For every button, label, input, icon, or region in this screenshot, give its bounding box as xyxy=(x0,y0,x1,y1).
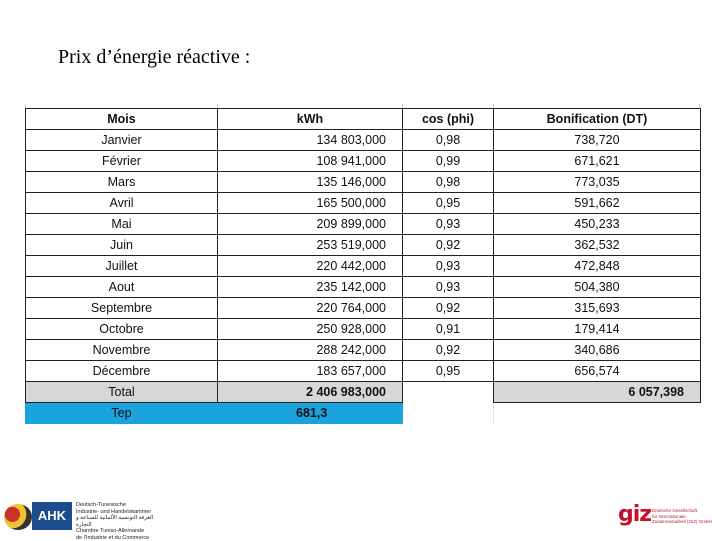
table-row: Juillet 220 442,000 0,93 472,848 xyxy=(26,256,701,277)
cell-kwh: 220 764,000 xyxy=(218,298,403,319)
cell-kwh: 220 442,000 xyxy=(218,256,403,277)
page-title: Prix d’énergie réactive : xyxy=(58,46,250,69)
cell-mois: Février xyxy=(26,151,218,172)
cell-cos: 0,91 xyxy=(403,319,494,340)
cell-kwh: 183 657,000 xyxy=(218,361,403,382)
cell-kwh: 209 899,000 xyxy=(218,214,403,235)
cell-kwh: 250 928,000 xyxy=(218,319,403,340)
cell-bonification: 671,621 xyxy=(494,151,701,172)
tep-row: Tep 681,3 xyxy=(26,403,701,424)
cell-kwh: 253 519,000 xyxy=(218,235,403,256)
header-kwh: kWh xyxy=(218,109,403,130)
total-empty-cell xyxy=(403,382,494,403)
cell-bonification: 315,693 xyxy=(494,298,701,319)
cell-bonification: 472,848 xyxy=(494,256,701,277)
cell-bonification: 656,574 xyxy=(494,361,701,382)
tep-value: 681,3 xyxy=(218,403,403,424)
tep-empty-cell xyxy=(494,403,701,424)
table-row: Décembre 183 657,000 0,95 656,574 xyxy=(26,361,701,382)
cell-bonification: 362,532 xyxy=(494,235,701,256)
cell-bonification: 773,035 xyxy=(494,172,701,193)
table-row: Septembre 220 764,000 0,92 315,693 xyxy=(26,298,701,319)
cell-kwh: 134 803,000 xyxy=(218,130,403,151)
cell-mois: Aout xyxy=(26,277,218,298)
cell-kwh: 288 242,000 xyxy=(218,340,403,361)
cell-mois: Juin xyxy=(26,235,218,256)
cell-cos: 0,95 xyxy=(403,361,494,382)
table-row: Juin 253 519,000 0,92 362,532 xyxy=(26,235,701,256)
table-row: Aout 235 142,000 0,93 504,380 xyxy=(26,277,701,298)
table-row: Novembre 288 242,000 0,92 340,686 xyxy=(26,340,701,361)
cell-bonification: 504,380 xyxy=(494,277,701,298)
header-bonification: Bonification (DT) xyxy=(494,109,701,130)
cell-cos: 0,93 xyxy=(403,277,494,298)
total-kwh: 2 406 983,000 xyxy=(218,382,403,403)
cell-bonification: 591,662 xyxy=(494,193,701,214)
ahk-text: Deutsch-Tunesische Industrie- und Handel… xyxy=(76,502,166,541)
cell-kwh: 108 941,000 xyxy=(218,151,403,172)
ahk-line: de l'Industrie et du Commerce xyxy=(76,535,166,541)
cell-bonification: 340,686 xyxy=(494,340,701,361)
tep-label: Tep xyxy=(26,403,218,424)
cell-mois: Septembre xyxy=(26,298,218,319)
cell-cos: 0,92 xyxy=(403,235,494,256)
cell-cos: 0,98 xyxy=(403,172,494,193)
ahk-emblem-icon xyxy=(4,504,32,530)
table-row: Mars 135 146,000 0,98 773,035 xyxy=(26,172,701,193)
cell-mois: Juillet xyxy=(26,256,218,277)
ahk-logo: AHK Deutsch-Tunesische Industrie- und Ha… xyxy=(4,502,164,538)
reactive-energy-table: Mois kWh cos (phi) Bonification (DT) Jan… xyxy=(25,108,700,424)
table-row: Avril 165 500,000 0,95 591,662 xyxy=(26,193,701,214)
giz-text: Deutsche Gesellschaft für Internationale… xyxy=(652,508,718,525)
total-row: Total 2 406 983,000 6 057,398 xyxy=(26,382,701,403)
cell-cos: 0,93 xyxy=(403,214,494,235)
header-mois: Mois xyxy=(26,109,218,130)
cell-mois: Mars xyxy=(26,172,218,193)
total-label: Total xyxy=(26,382,218,403)
cell-cos: 0,98 xyxy=(403,130,494,151)
cell-kwh: 235 142,000 xyxy=(218,277,403,298)
table-row: Janvier 134 803,000 0,98 738,720 xyxy=(26,130,701,151)
cell-bonification: 179,414 xyxy=(494,319,701,340)
cell-mois: Octobre xyxy=(26,319,218,340)
cell-cos: 0,92 xyxy=(403,298,494,319)
table-row: Février 108 941,000 0,99 671,621 xyxy=(26,151,701,172)
giz-logo: giz Deutsche Gesellschaft für Internatio… xyxy=(618,504,718,530)
cell-cos: 0,93 xyxy=(403,256,494,277)
total-bonification: 6 057,398 xyxy=(494,382,701,403)
table-row: Octobre 250 928,000 0,91 179,414 xyxy=(26,319,701,340)
cell-cos: 0,95 xyxy=(403,193,494,214)
tep-empty-cell xyxy=(403,403,494,424)
cell-mois: Mai xyxy=(26,214,218,235)
header-cos-phi: cos (phi) xyxy=(403,109,494,130)
cell-cos: 0,92 xyxy=(403,340,494,361)
cell-bonification: 450,233 xyxy=(494,214,701,235)
ahk-line: الغرفة التونسية الألمانية للصناعة و التج… xyxy=(76,515,166,528)
cell-mois: Avril xyxy=(26,193,218,214)
cell-bonification: 738,720 xyxy=(494,130,701,151)
cell-mois: Décembre xyxy=(26,361,218,382)
cell-mois: Novembre xyxy=(26,340,218,361)
ahk-mark: AHK xyxy=(32,502,72,530)
table-row: Mai 209 899,000 0,93 450,233 xyxy=(26,214,701,235)
cell-cos: 0,99 xyxy=(403,151,494,172)
giz-line: Zusammenarbeit (GIZ) GmbH xyxy=(652,519,718,525)
cell-kwh: 165 500,000 xyxy=(218,193,403,214)
cell-mois: Janvier xyxy=(26,130,218,151)
table-header-row: Mois kWh cos (phi) Bonification (DT) xyxy=(26,109,701,130)
cell-kwh: 135 146,000 xyxy=(218,172,403,193)
giz-mark: giz xyxy=(618,502,651,527)
